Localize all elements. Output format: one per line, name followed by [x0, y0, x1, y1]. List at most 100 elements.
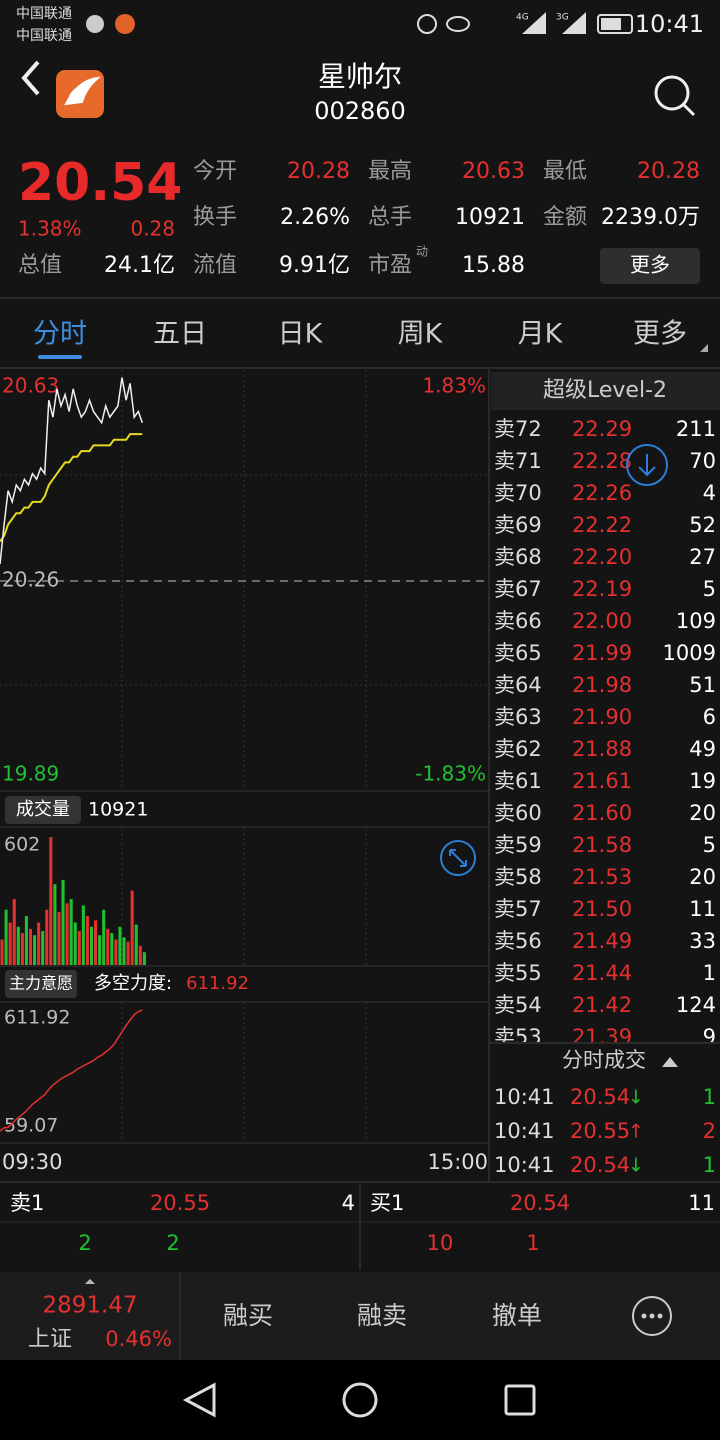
quote-detail: 1	[526, 1231, 539, 1255]
clock: 10:41	[635, 10, 704, 38]
indicator-tag[interactable]	[5, 970, 77, 998]
volume-bar	[65, 903, 69, 965]
wechat-icon	[86, 15, 104, 33]
volume-bar	[12, 899, 16, 965]
trade-time: 10:41	[494, 1119, 555, 1143]
expand-button[interactable]	[440, 840, 476, 876]
nav-bar-bg	[0, 1360, 720, 1440]
menu-button[interactable]	[632, 1296, 672, 1336]
ask-volume: 5	[703, 577, 716, 601]
y-tick-label: 19.89	[2, 762, 59, 786]
tab[interactable]: 更多	[633, 319, 687, 350]
ask-price: 22.22	[572, 513, 632, 537]
ask-volume: 6	[703, 705, 716, 729]
tab[interactable]: 月K	[518, 319, 564, 350]
volume-bar	[126, 941, 130, 965]
stat-value: 9.91亿	[279, 253, 350, 278]
search-button[interactable]	[654, 75, 690, 111]
volume-bar	[118, 926, 122, 965]
action-button[interactable]: 融买	[223, 1301, 273, 1330]
indicator-tag-label[interactable]: 成交量	[16, 799, 70, 820]
ask-volume: 70	[689, 449, 716, 473]
ask-price: 21.53	[572, 865, 632, 889]
time-label: 09:30	[2, 1150, 63, 1174]
nav-recent[interactable]	[504, 1384, 536, 1416]
volume-bar	[122, 937, 126, 965]
ask-level: 卖56	[494, 929, 542, 953]
stat-value: 2.26%	[280, 205, 350, 230]
trade-price: 20.55	[570, 1119, 630, 1143]
stat-label: 最低	[543, 159, 587, 184]
avg-line	[0, 433, 143, 543]
indicator-tag[interactable]	[5, 796, 81, 824]
quote-level-volume: 4	[342, 1191, 355, 1215]
ask-volume: 20	[689, 801, 716, 825]
eye-icon	[446, 16, 470, 32]
download-button[interactable]	[626, 444, 668, 486]
ask-price: 21.99	[572, 641, 632, 665]
expand-arrow[interactable]	[85, 1279, 95, 1284]
tab[interactable]: 周K	[398, 319, 444, 350]
volume-bar	[45, 909, 49, 965]
ask-price: 21.88	[572, 737, 632, 761]
ask-level: 卖63	[494, 705, 542, 729]
volume-bar	[69, 899, 73, 965]
trade-arrow: ↓	[628, 1087, 644, 1109]
action-button[interactable]: 融卖	[357, 1301, 407, 1330]
tab-more-arrow	[700, 344, 708, 352]
nav-home[interactable]	[342, 1382, 378, 1418]
ask-volume: 5	[703, 833, 716, 857]
action-button[interactable]: 撤单	[492, 1301, 542, 1330]
ask-price: 21.39	[572, 1025, 632, 1049]
ask-volume: 124	[676, 993, 716, 1017]
index-value: 2891.47	[42, 1293, 137, 1319]
stat-label-sup: 动	[416, 245, 428, 259]
last-price: 20.54	[18, 153, 182, 213]
y-tick-label: 602	[4, 834, 40, 856]
quote-level-label: 卖1	[10, 1191, 44, 1215]
quote-detail: 2	[78, 1231, 91, 1255]
volume-bar	[24, 916, 28, 965]
collapse-icon[interactable]	[662, 1057, 678, 1067]
stat-value: 10921	[455, 205, 525, 230]
ask-price: 21.50	[572, 897, 632, 921]
quote-level-price: 20.55	[150, 1191, 210, 1215]
trade-price: 20.54	[570, 1085, 630, 1109]
change: 0.28	[130, 217, 175, 241]
nav-back[interactable]	[182, 1382, 216, 1418]
more-button-label[interactable]: 更多	[630, 253, 670, 277]
tab[interactable]: 五日	[153, 319, 207, 350]
change-pct: 1.38%	[18, 217, 82, 241]
volume-bar	[41, 930, 45, 965]
volume-bar	[53, 884, 57, 965]
ask-price: 22.00	[572, 609, 632, 633]
ask-level: 卖69	[494, 513, 542, 537]
back-button[interactable]	[21, 60, 40, 96]
ask-volume: 211	[676, 417, 716, 441]
trade-volume: 1	[703, 1153, 716, 1177]
volume-bar	[77, 930, 81, 965]
download-icon	[638, 454, 656, 477]
volume-bar	[98, 935, 102, 965]
volume-bar	[16, 926, 20, 965]
volume-bar	[81, 905, 85, 965]
footer-bg	[0, 1272, 720, 1360]
tab[interactable]: 分时	[33, 319, 87, 350]
volume-bar	[134, 924, 138, 965]
ask-level: 卖66	[494, 609, 542, 633]
indicator-tag-label[interactable]: 主力意愿	[9, 974, 73, 993]
ask-volume: 4	[703, 481, 716, 505]
strength-label: 多空力度:	[94, 973, 172, 994]
tab[interactable]: 日K	[278, 319, 324, 350]
volume-bar	[138, 945, 142, 965]
more-button[interactable]	[600, 248, 700, 284]
volume-bar	[73, 922, 77, 965]
signal-icon	[562, 12, 586, 34]
ask-price: 22.28	[572, 449, 632, 473]
network-type: 3G	[556, 13, 569, 23]
ask-price: 21.42	[572, 993, 632, 1017]
app-logo-mark	[64, 76, 102, 106]
ask-level: 卖62	[494, 737, 542, 761]
